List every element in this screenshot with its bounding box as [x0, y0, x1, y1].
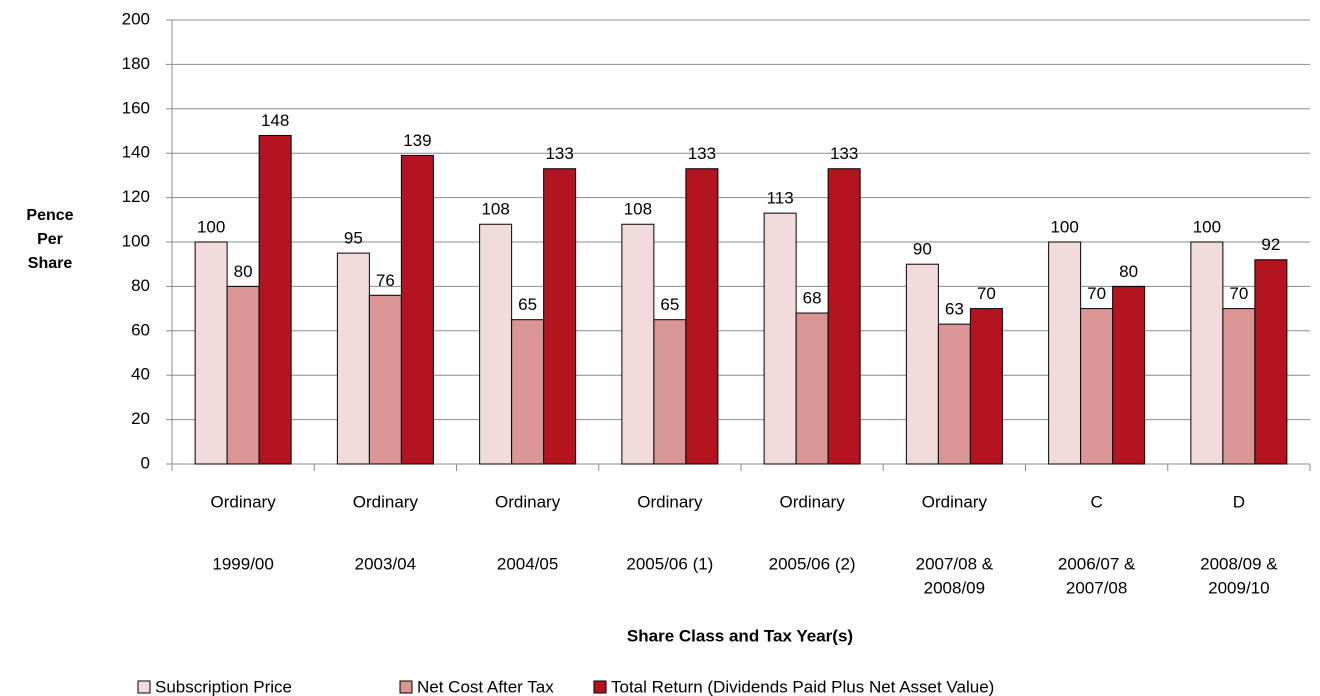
data-label: 100 — [197, 217, 225, 236]
bar — [763, 212, 797, 465]
x-tick-label: 2007/08 & — [916, 554, 994, 573]
data-label: 68 — [803, 289, 822, 308]
bar — [905, 263, 939, 465]
data-label: 139 — [403, 131, 431, 150]
bar — [1112, 285, 1146, 465]
bar — [969, 308, 1003, 465]
x-tick-label: 2005/06 (1) — [626, 554, 713, 573]
legend-label: Subscription Price — [155, 677, 292, 696]
legend-label: Net Cost After Tax — [417, 677, 554, 696]
bar — [479, 223, 513, 465]
bar — [795, 312, 829, 465]
bar — [336, 252, 370, 465]
data-label: 92 — [1261, 235, 1280, 254]
legend-label: Total Return (Dividends Paid Plus Net As… — [611, 677, 994, 696]
data-label: 100 — [1050, 217, 1078, 236]
data-label: 65 — [660, 295, 679, 314]
y-tick-label: 160 — [122, 98, 150, 117]
x-tick-label: 1999/00 — [212, 554, 273, 573]
bar — [258, 134, 292, 465]
data-label: 133 — [545, 144, 573, 163]
y-tick-label: 200 — [122, 9, 150, 28]
bar — [621, 223, 655, 465]
x-tick-label: D — [1233, 492, 1245, 511]
x-axis-label: Share Class and Tax Year(s) — [627, 626, 853, 645]
x-tick-label: Ordinary — [637, 492, 703, 511]
legend-swatch — [593, 680, 607, 694]
bar — [368, 294, 402, 465]
data-label: 108 — [624, 200, 652, 219]
x-tick-label: 2003/04 — [355, 554, 416, 573]
bar — [400, 154, 434, 465]
y-tick-label: 100 — [122, 231, 150, 250]
x-tick-label: 2009/10 — [1208, 578, 1269, 597]
data-label: 76 — [376, 271, 395, 290]
data-label: 133 — [688, 144, 716, 163]
y-axis-label: Pence Per Share — [26, 207, 74, 272]
x-tick-label: Ordinary — [353, 492, 419, 511]
x-tick-label: 2008/09 — [924, 578, 985, 597]
bar — [653, 319, 687, 465]
x-tick-label: Ordinary — [922, 492, 988, 511]
bar — [1190, 241, 1224, 465]
y-tick-label: 0 — [141, 453, 150, 472]
bar — [937, 323, 971, 465]
data-label: 70 — [1229, 284, 1248, 303]
y-tick-label: 140 — [122, 143, 150, 162]
bar — [1048, 241, 1082, 465]
y-tick-label: 40 — [131, 365, 150, 384]
legend-swatch — [399, 680, 413, 694]
legend-swatch — [137, 680, 151, 694]
bar — [1080, 308, 1114, 465]
x-tick-label: 2004/05 — [497, 554, 558, 573]
data-label: 133 — [830, 144, 858, 163]
data-label: 80 — [1119, 262, 1138, 281]
data-label: 95 — [344, 229, 363, 248]
y-tick-label: 20 — [131, 409, 150, 428]
bar — [685, 168, 719, 465]
bar — [226, 285, 260, 465]
bar — [511, 319, 545, 465]
x-tick-label: 2005/06 (2) — [769, 554, 856, 573]
data-label: 100 — [1193, 217, 1221, 236]
data-label: 63 — [945, 300, 964, 319]
data-label: 113 — [767, 189, 794, 208]
x-tick-label: C — [1090, 492, 1102, 511]
bar — [1254, 259, 1288, 465]
data-label: 108 — [481, 200, 509, 219]
data-label: 80 — [234, 262, 253, 281]
x-tick-label: Ordinary — [780, 492, 846, 511]
y-tick-label: 180 — [122, 54, 150, 73]
x-tick-label: Ordinary — [211, 492, 277, 511]
bar — [543, 168, 577, 465]
x-tick-label: 2007/08 — [1066, 578, 1127, 597]
x-tick-label: 2006/07 & — [1058, 554, 1136, 573]
x-tick-label: 2008/09 & — [1200, 554, 1278, 573]
y-tick-label: 80 — [131, 276, 150, 295]
data-label: 90 — [913, 240, 932, 259]
data-label: 148 — [261, 111, 289, 130]
x-tick-label: Ordinary — [495, 492, 561, 511]
y-tick-label: 60 — [131, 320, 150, 339]
bar — [827, 168, 861, 465]
data-label: 65 — [518, 295, 537, 314]
data-label: 70 — [977, 284, 996, 303]
bar — [1222, 308, 1256, 465]
y-tick-label: 120 — [122, 187, 150, 206]
data-label: 70 — [1087, 284, 1106, 303]
bar — [194, 241, 228, 465]
